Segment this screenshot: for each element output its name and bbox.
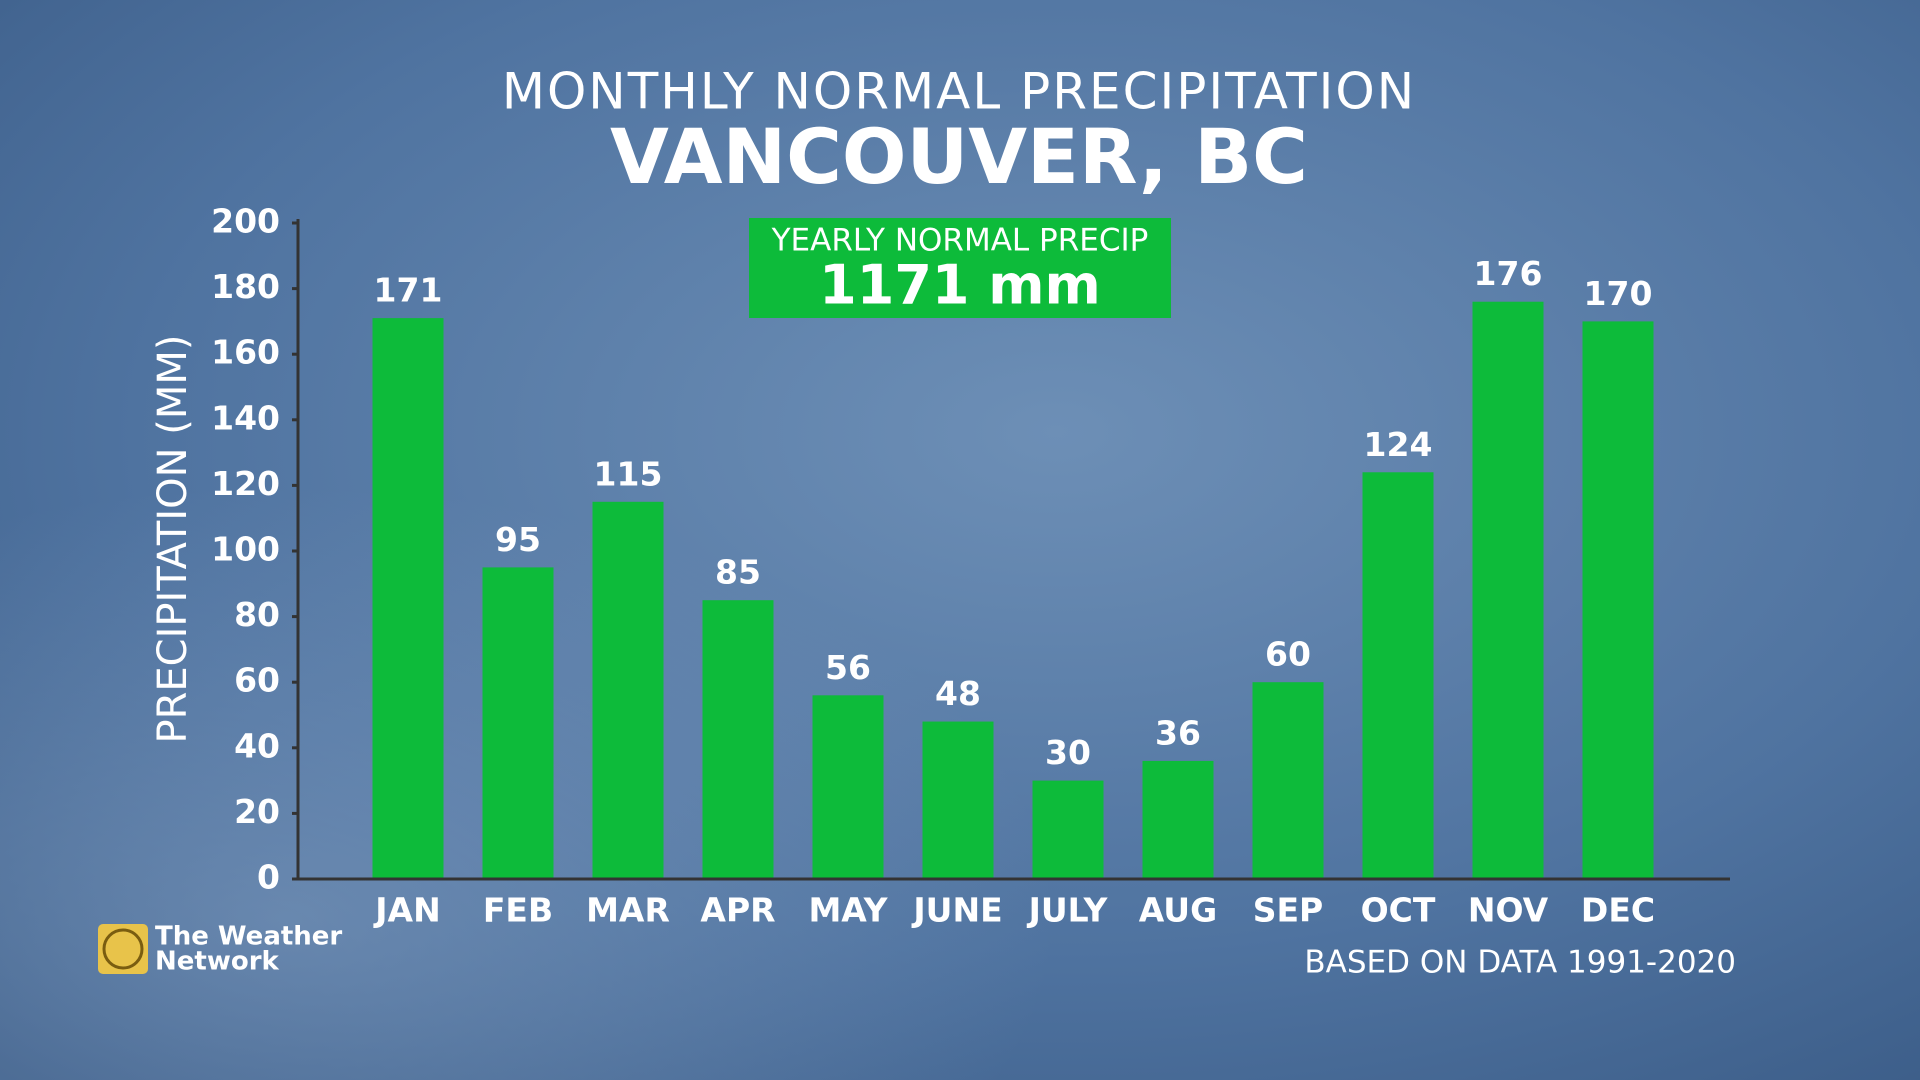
bar (482, 567, 554, 879)
value-label: 171 (374, 271, 443, 310)
y-tick-label: 140 (211, 398, 280, 437)
y-tick-label: 0 (257, 858, 280, 897)
bar (702, 600, 774, 879)
y-tick-label: 20 (234, 792, 280, 831)
footnote: BASED ON DATA 1991-2020 (1304, 945, 1736, 981)
value-label: 60 (1265, 635, 1311, 674)
x-tick-label: MAY (808, 891, 888, 930)
y-axis-label: PRECIPITATION (MM) (150, 334, 196, 743)
bar (1472, 301, 1544, 880)
x-tick-label: FEB (483, 891, 553, 930)
x-tick-label: AUG (1139, 891, 1217, 930)
bar (592, 501, 664, 879)
value-label: 176 (1474, 254, 1543, 293)
x-tick-label: MAR (586, 891, 670, 930)
bar (812, 695, 884, 879)
chart-title: VANCOUVER, BC (610, 112, 1308, 201)
x-tick-label: DEC (1581, 891, 1655, 930)
bar (1252, 682, 1324, 879)
value-label: 56 (825, 648, 871, 687)
value-label: 124 (1364, 425, 1433, 464)
y-tick-label: 40 (234, 726, 280, 765)
y-tick-label: 120 (211, 464, 280, 503)
annotation-value: 1171 mm (819, 254, 1101, 317)
annotation-label: YEARLY NORMAL PRECIP (771, 223, 1149, 259)
y-tick-label: 60 (234, 661, 280, 700)
y-tick-label: 180 (211, 267, 280, 306)
value-label: 30 (1045, 733, 1091, 772)
logo-globe (102, 928, 144, 970)
bar (1582, 321, 1654, 879)
logo-text: Network (155, 947, 280, 977)
y-tick-label: 100 (211, 530, 280, 569)
annotation-box (749, 218, 1171, 318)
bar (1032, 780, 1104, 879)
y-tick-label: 200 (211, 202, 280, 241)
x-tick-label: JULY (1027, 891, 1109, 930)
value-label: 95 (495, 520, 541, 559)
value-label: 85 (715, 553, 761, 592)
x-tick-label: JAN (373, 891, 440, 930)
bar (1362, 472, 1434, 879)
value-label: 170 (1584, 274, 1653, 313)
value-label: 115 (594, 454, 663, 493)
x-tick-label: JUNE (911, 891, 1002, 930)
x-tick-label: APR (700, 891, 775, 930)
bar (1142, 760, 1214, 879)
value-label: 36 (1155, 713, 1201, 752)
x-tick-label: NOV (1468, 891, 1549, 930)
bar (372, 318, 444, 879)
chart-subtitle: MONTHLY NORMAL PRECIPITATION (502, 63, 1416, 121)
x-tick-label: OCT (1361, 891, 1436, 930)
value-label: 48 (935, 674, 981, 713)
bar (922, 721, 994, 879)
x-tick-label: SEP (1253, 891, 1324, 930)
logo-text: The Weather (155, 922, 342, 952)
y-tick-label: 160 (211, 333, 280, 372)
y-tick-label: 80 (234, 595, 280, 634)
